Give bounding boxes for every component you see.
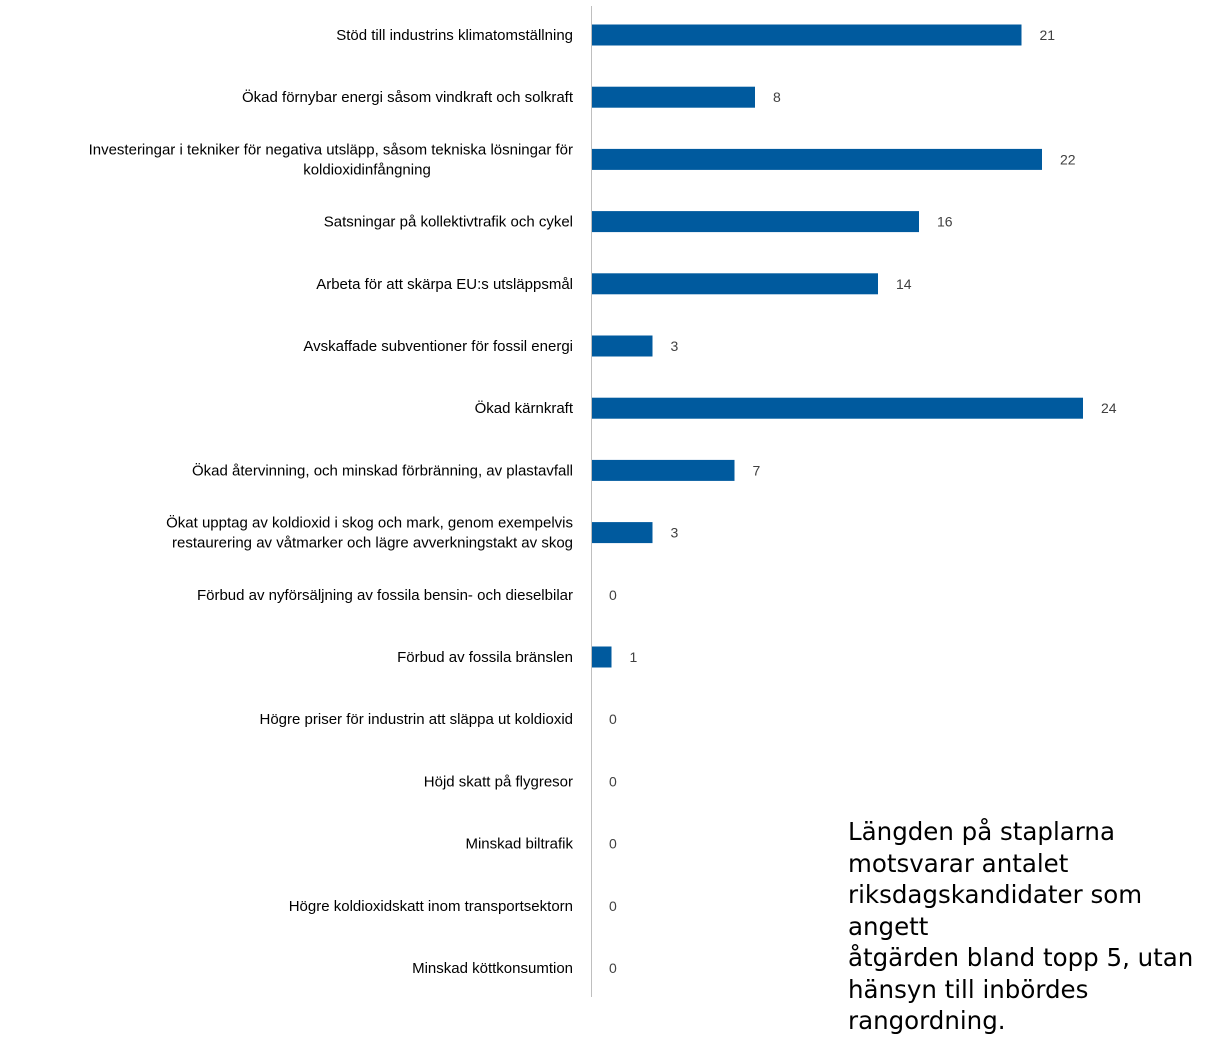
- chart-note: Längden på staplarna motsvarar antalet r…: [848, 816, 1218, 1037]
- bar: [591, 522, 653, 544]
- bar-chart: 21 Stöd till industrins klimatomställning…: [89, 6, 1193, 1035]
- category-label: Ökat upptag av koldioxid i skog och mark…: [166, 514, 573, 532]
- category-label: restaurering av våtmarker och lägre avve…: [172, 535, 573, 552]
- category-label: Stöd till industrins klimatomställning: [336, 27, 573, 44]
- bar-value-label: 3: [671, 525, 679, 541]
- bar-value-label: 14: [896, 276, 912, 292]
- category-label: Höjd skatt på flygresor: [424, 773, 573, 790]
- bar-value-label: 0: [609, 960, 617, 976]
- category-label: Förbud av fossila bränslen: [397, 649, 573, 666]
- category-label: Avskaffade subventioner för fossil energ…: [303, 338, 573, 355]
- category-label: Ökad förnybar energi såsom vindkraft och…: [242, 88, 574, 106]
- category-label: Högre koldioxidskatt inom transportsekto…: [289, 898, 573, 915]
- bar-value-label: 21: [1040, 27, 1056, 43]
- bar: [591, 459, 735, 481]
- category-label: Investeringar i tekniker för negativa ut…: [89, 141, 573, 158]
- bar: [591, 86, 755, 108]
- category-label: Arbeta för att skärpa EU:s utsläppsmål: [316, 276, 573, 293]
- note-line: hänsyn till inbördes: [848, 974, 1089, 1004]
- category-label: Minskad biltrafik: [465, 836, 573, 853]
- bar: [591, 211, 919, 233]
- bar-value-label: 8: [773, 89, 781, 105]
- bar: [591, 646, 612, 668]
- bar: [591, 335, 653, 357]
- bar-value-label: 3: [671, 338, 679, 354]
- note-line: rangordning.: [848, 1006, 1006, 1035]
- bar: [591, 148, 1042, 170]
- bar-value-label: 0: [609, 711, 617, 727]
- category-label: koldioxidinfångning: [303, 161, 431, 178]
- bar-value-label: 16: [937, 214, 953, 230]
- bar: [591, 273, 878, 295]
- bar-value-label: 0: [609, 898, 617, 914]
- bar: [591, 397, 1083, 419]
- note-line: Längden på staplarna: [848, 817, 1115, 846]
- bar-value-label: 7: [753, 462, 761, 478]
- note-line: riksdagskandidater som angett: [848, 880, 1143, 941]
- bar-value-label: 0: [609, 587, 617, 603]
- bar-value-label: 0: [609, 773, 617, 789]
- bar: [591, 24, 1022, 46]
- category-label: Ökad återvinning, och minskad förbrännin…: [192, 461, 573, 479]
- bar-value-label: 24: [1101, 400, 1117, 416]
- category-label: Högre priser för industrin att släppa ut…: [260, 711, 574, 728]
- bar-value-label: 1: [630, 649, 638, 665]
- bar-value-label: 0: [609, 836, 617, 852]
- chart-svg: 21 Stöd till industrins klimatomställning…: [89, 6, 1117, 997]
- category-label: Satsningar på kollektivtrafik och cykel: [324, 214, 573, 231]
- note-line: åtgärden bland topp 5, utan: [848, 943, 1194, 972]
- note-line: motsvarar antalet: [848, 848, 1069, 878]
- category-label: Förbud av nyförsäljning av fossila bensi…: [197, 587, 573, 604]
- category-label: Minskad köttkonsumtion: [412, 960, 573, 977]
- bar-value-label: 22: [1060, 151, 1076, 167]
- category-label: Ökad kärnkraft: [475, 399, 574, 417]
